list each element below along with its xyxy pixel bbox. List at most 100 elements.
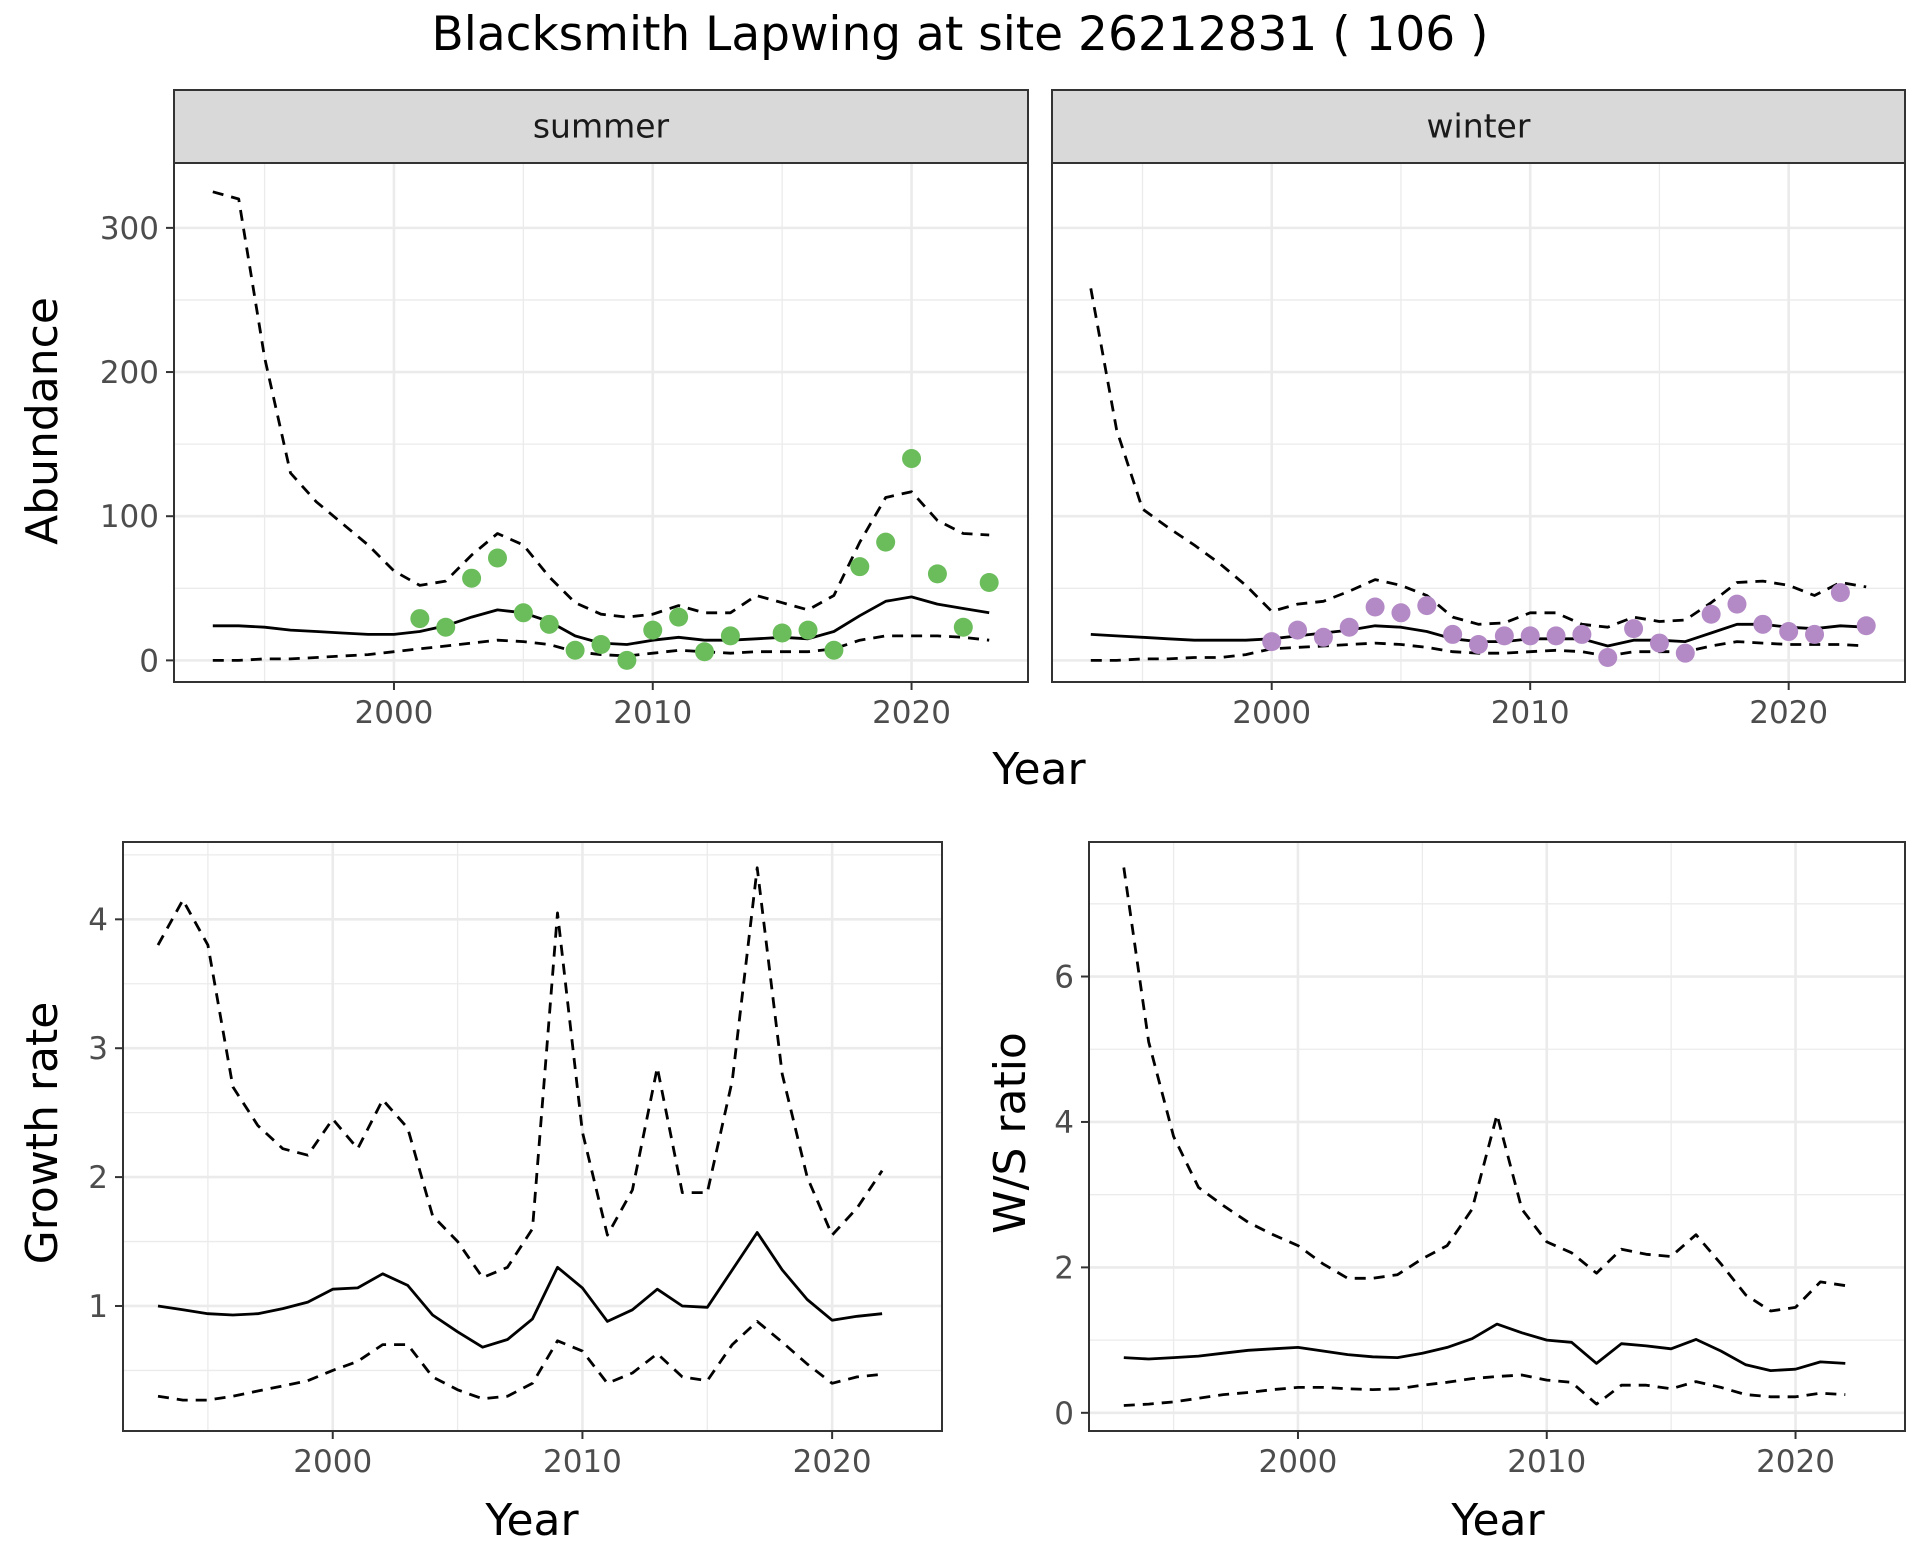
y-tick-label: 2 xyxy=(88,1160,108,1196)
facet-strip-label: winter xyxy=(1427,107,1531,146)
data-point xyxy=(876,532,896,552)
confidence-bound-line xyxy=(1089,288,1867,629)
data-point xyxy=(669,607,689,627)
y-tick-label: 2 xyxy=(1054,1250,1074,1286)
data-point xyxy=(1727,594,1747,614)
plot-background xyxy=(1052,163,1905,682)
data-point xyxy=(979,573,999,593)
data-point xyxy=(617,650,637,670)
data-point xyxy=(436,617,456,637)
plot-background xyxy=(123,842,942,1431)
data-point xyxy=(1675,643,1695,663)
data-point xyxy=(1469,635,1488,655)
data-point xyxy=(1494,626,1514,646)
data-point xyxy=(1649,633,1669,653)
data-point xyxy=(1624,619,1644,639)
trend-line xyxy=(157,1231,883,1349)
data-point xyxy=(798,620,818,640)
facet-strip-label: summer xyxy=(533,107,670,146)
data-point xyxy=(695,642,715,662)
ws-ratio-panel: 2000 2010 2020 0 2 4 6 xyxy=(1054,841,1906,1480)
plot-background xyxy=(174,163,1028,682)
data-point xyxy=(1779,622,1799,642)
y-tick-label: 3 xyxy=(88,1031,108,1067)
ratio-y-axis-title: W/S ratio xyxy=(985,1032,1036,1234)
data-point xyxy=(1313,627,1333,647)
data-point xyxy=(513,603,533,623)
data-point xyxy=(1288,620,1308,640)
x-tick-label: 2010 xyxy=(1507,1444,1586,1480)
data-point xyxy=(772,623,792,643)
growth-y-axis-title: Growth rate xyxy=(17,1002,68,1265)
data-point xyxy=(953,617,973,637)
y-tick-label: 0 xyxy=(139,643,159,679)
x-tick-label: 2020 xyxy=(872,695,951,731)
x-tick-label: 2010 xyxy=(613,695,692,731)
confidence-bound-line xyxy=(156,866,884,1279)
data-point xyxy=(1262,632,1282,652)
x-tick-label: 2020 xyxy=(793,1444,872,1480)
data-point xyxy=(539,614,559,634)
x-tick-label: 2000 xyxy=(1259,1444,1338,1480)
data-point xyxy=(850,557,870,577)
growth-x-axis-title: Year xyxy=(484,1495,579,1546)
data-point xyxy=(1598,647,1618,667)
confidence-bound-line xyxy=(1122,867,1846,1313)
growth-rate-panel: 2000 2010 2020 1 2 3 4 xyxy=(88,841,943,1480)
y-tick-label: 4 xyxy=(1054,1105,1074,1141)
data-point xyxy=(1546,626,1566,646)
confidence-bound-line xyxy=(212,634,990,662)
y-tick-label: 100 xyxy=(100,499,159,535)
data-point xyxy=(1830,583,1850,603)
data-point xyxy=(643,620,663,640)
plot-background xyxy=(1089,842,1905,1431)
data-point xyxy=(1572,624,1592,644)
data-point xyxy=(565,640,585,660)
data-point xyxy=(902,449,922,469)
confidence-bound-line xyxy=(157,1320,883,1402)
confidence-bound-line xyxy=(212,190,990,619)
panel-border xyxy=(122,841,943,1432)
facet-strip xyxy=(173,89,1029,164)
data-point xyxy=(591,635,611,655)
y-tick-label: 6 xyxy=(1054,960,1074,996)
data-point xyxy=(1365,597,1385,617)
confidence-bound-line xyxy=(1123,1373,1846,1407)
summer-panel: summer 2000 2010 2020 0 100 200 300 xyxy=(100,89,1029,731)
facet-strip xyxy=(1051,89,1906,164)
x-tick-label: 2000 xyxy=(355,695,434,731)
x-tick-label: 2010 xyxy=(1491,695,1570,731)
y-tick-label: 4 xyxy=(88,902,108,938)
data-point xyxy=(1520,626,1540,646)
data-point xyxy=(824,640,844,660)
data-point xyxy=(462,568,482,588)
data-point xyxy=(1443,624,1463,644)
chart-title: Blacksmith Lapwing at site 26212831 ( 10… xyxy=(432,7,1489,62)
y-tick-label: 200 xyxy=(100,355,159,391)
trend-line xyxy=(1123,1322,1846,1372)
x-tick-label: 2020 xyxy=(1749,695,1828,731)
data-point xyxy=(1856,616,1876,636)
ratio-x-axis-title: Year xyxy=(1450,1495,1545,1546)
panel-border xyxy=(1088,841,1906,1432)
data-point xyxy=(410,609,430,629)
top-x-axis-title: Year xyxy=(991,744,1086,795)
y-tick-label: 0 xyxy=(1054,1396,1074,1432)
data-point xyxy=(1339,617,1359,637)
y-tick-label: 300 xyxy=(100,211,159,247)
winter-panel: winter 2000 2010 2020 xyxy=(1051,89,1906,731)
data-point xyxy=(1417,596,1437,616)
data-point xyxy=(1701,604,1721,624)
y-tick-label: 1 xyxy=(88,1289,108,1325)
data-point xyxy=(487,548,507,568)
data-point xyxy=(927,564,947,584)
data-point xyxy=(1753,614,1773,634)
top-y-axis-title: Abundance xyxy=(17,297,68,545)
x-tick-label: 2000 xyxy=(293,1444,372,1480)
x-tick-label: 2020 xyxy=(1756,1444,1835,1480)
x-tick-label: 2010 xyxy=(543,1444,622,1480)
data-point xyxy=(1805,624,1825,644)
data-point xyxy=(720,626,740,646)
x-tick-label: 2000 xyxy=(1232,695,1311,731)
